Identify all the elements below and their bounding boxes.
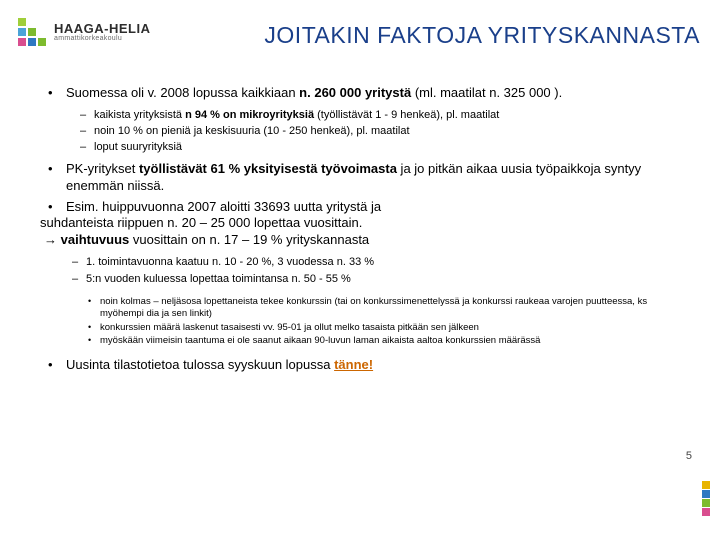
- bullet-2: PK-yritykset työllistävät 61 % yksityise…: [40, 161, 680, 195]
- b3-dash-2: 5:n vuoden kuluessa lopettaa toimintansa…: [58, 272, 680, 286]
- page-number: 5: [686, 450, 692, 462]
- footer-bullet: Uusinta tilastotietoa tulossa syyskuun l…: [40, 357, 680, 374]
- b1-sub-b: noin 10 % on pieniä ja keskisuuria (10 -…: [66, 124, 680, 138]
- logo: HAAGA-HELIA ammattikorkeakoulu: [18, 18, 151, 46]
- b3-line1: Esim. huippuvuonna 2007 aloitti 33693 uu…: [66, 199, 381, 214]
- bullet-3: Esim. huippuvuonna 2007 aloitti 33693 uu…: [40, 199, 680, 375]
- side-decoration: [702, 481, 710, 516]
- b1-sub-a: kaikista yrityksistä n 94 % on mikroyrit…: [66, 108, 680, 122]
- b3-arrow: → vaihtuvuus vuosittain on n. 17 – 19 % …: [40, 232, 680, 249]
- b3-sub3-a: noin kolmas – neljäsosa lopettaneista te…: [66, 296, 680, 320]
- logo-mark: [18, 18, 46, 46]
- footer-link[interactable]: tänne!: [334, 357, 373, 372]
- b3-sub3-c: myöskään viimeisin taantuma ei ole saanu…: [66, 335, 680, 347]
- logo-subtitle: ammattikorkeakoulu: [54, 35, 151, 42]
- b1-tail: (ml. maatilat n. 325 000 ).: [411, 85, 562, 100]
- b1-lead: Suomessa oli v. 2008 lopussa kaikkiaan: [66, 85, 299, 100]
- slide-title: JOITAKIN FAKTOJA YRITYSKANNASTA: [210, 22, 700, 49]
- b3-line2: suhdanteista riippuen n. 20 – 25 000 lop…: [40, 215, 680, 232]
- footer-lead: Uusinta tilastotietoa tulossa syyskuun l…: [66, 357, 334, 372]
- b1-sub-c: loput suuryrityksiä: [66, 140, 680, 154]
- b3-sub3-b: konkurssien määrä laskenut tasaisesti vv…: [66, 322, 680, 334]
- logo-name: HAAGA-HELIA: [54, 22, 151, 35]
- b3-dash-1: 1. toimintavuonna kaatuu n. 10 - 20 %, 3…: [58, 255, 680, 269]
- b1-highlight: n. 260 000 yritystä: [299, 85, 411, 100]
- bullet-1: Suomessa oli v. 2008 lopussa kaikkiaan n…: [40, 85, 680, 155]
- slide-content: Suomessa oli v. 2008 lopussa kaikkiaan n…: [40, 85, 680, 378]
